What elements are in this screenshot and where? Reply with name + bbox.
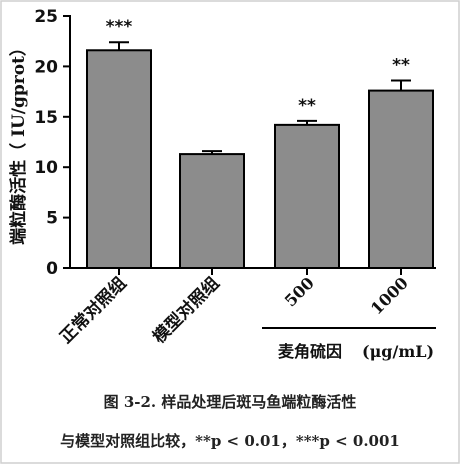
y-tick-label: 20 [34,57,58,77]
x-category-label: 模型对照组 [149,273,224,348]
y-tick-label: 0 [46,259,58,279]
significance-mark: ** [392,56,410,76]
bar [179,153,245,269]
x-category-label: 正常对照组 [56,273,131,348]
bars-layer [86,41,434,270]
significance-mark: ** [298,96,316,116]
bar [368,89,434,270]
significance-mark: *** [106,17,133,37]
y-tick-label: 25 [34,7,58,27]
y-axis-title: 端粒酶活性（ IU/gprot） [8,39,29,245]
figure-caption-note: 与模型对照组比较，**p < 0.01，***p < 0.001 [60,432,400,450]
group-unit-label: (μg/mL) [362,342,434,361]
y-tick-label: 10 [34,158,58,178]
x-category-label: 1000 [367,273,412,318]
bar [274,123,340,269]
axes-layer [63,15,436,329]
y-tick-label: 15 [34,108,58,128]
group-label: 麦角硫因 [278,342,342,361]
y-axis-title-main: 端粒酶活性 [8,160,29,245]
y-tick-label: 5 [46,209,58,229]
y-axis-title-unit: （ IU/gprot） [8,39,29,160]
figure-caption-title: 图 3-2. 样品处理后斑马鱼端粒酶活性 [103,393,357,411]
bar [86,49,152,269]
x-category-label: 500 [281,273,318,310]
